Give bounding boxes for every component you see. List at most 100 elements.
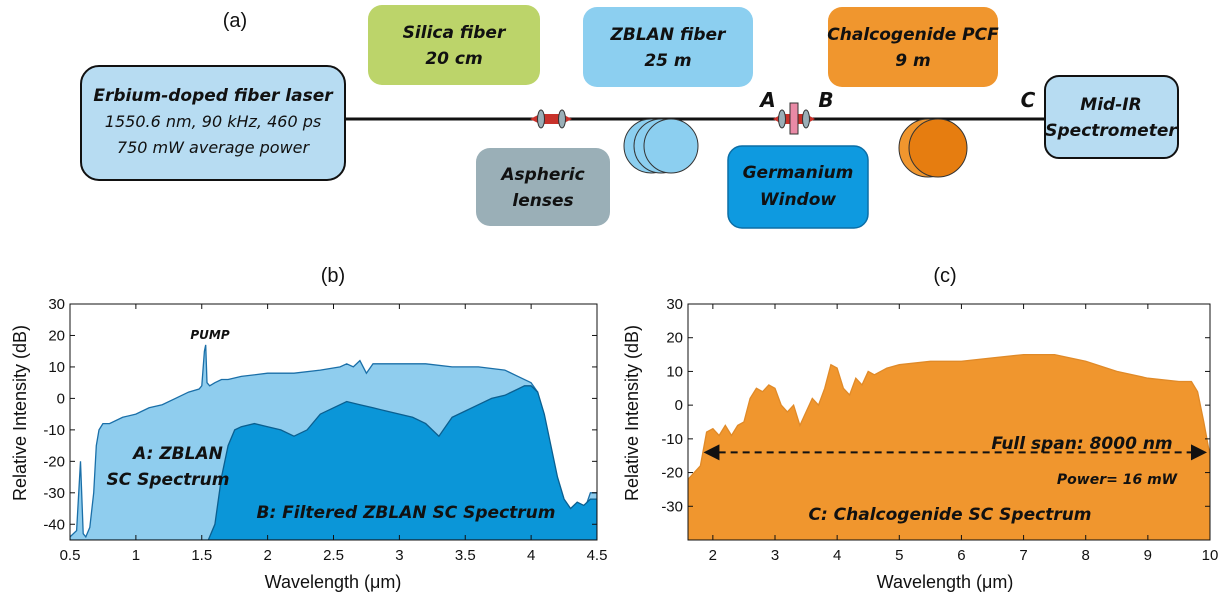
point-b-label: B (818, 88, 833, 112)
pump-annotation: PUMP (190, 328, 229, 342)
zblan-fiber-label: ZBLAN fiber (610, 25, 727, 45)
germanium-window-label-line2: Window (760, 190, 837, 210)
aspheric-lenses-box: Aspheric lenses (476, 148, 610, 226)
chart-b-ytick-label-0: 30 (48, 296, 65, 313)
chart-b-series-labels: A: ZBLAN SC Spectrum B: Filtered ZBLAN S… (107, 328, 556, 523)
zblan-coil-ring-3 (643, 118, 699, 174)
chart-c-xtick-label-0: 2 (709, 547, 717, 564)
silica-fiber-rect (368, 5, 540, 85)
laser-spec-line1: 1550.6 nm, 90 kHz, 460 ps (105, 112, 321, 131)
lens-left-1 (537, 109, 545, 129)
spectrometer-label-line2: Spectrometer (1045, 121, 1178, 141)
aspheric-lenses-rect (476, 148, 610, 226)
point-c-label: C (1021, 88, 1036, 112)
panel-a-label: (a) (223, 10, 247, 32)
germanium-window-label-line1: Germanium (743, 163, 854, 183)
chart-c-axes: 2 3 4 5 6 7 8 9 10 30 20 10 0 -10 -20 -30 (661, 296, 1218, 564)
point-a-label: A (758, 88, 775, 112)
laser-rect (80, 65, 346, 181)
chart-c-frame (687, 303, 1211, 541)
full-span-label: Full span: 8000 nm (991, 434, 1172, 454)
aspheric-lenses-label-line1: Aspheric (499, 165, 584, 185)
chart-c-ytick-label-2: 10 (666, 363, 683, 380)
chart-c-ytick-label-4: -10 (661, 431, 683, 448)
chart-b-ytick-label-2: 10 (48, 359, 65, 376)
spectrometer-rect (1044, 75, 1179, 159)
chart-c-ytick-label-0: 30 (666, 296, 683, 313)
chart-b-series-1-area (207, 385, 597, 540)
germanium-window-box: Germanium Window (727, 145, 869, 229)
series-a-label-line1: A: ZBLAN (131, 444, 223, 464)
silica-fiber-box: Silica fiber 20 cm (368, 5, 540, 85)
chart-b-xtick-label-3: 2 (263, 547, 271, 564)
laser-box: Erbium-doped fiber laser 1550.6 nm, 90 k… (80, 65, 346, 181)
chart-c-xtick-label-3: 5 (895, 547, 903, 564)
chart-b-xtick-label-8: 4.5 (587, 547, 608, 564)
chart-c-ylabel: Relative Intensity (dB) (622, 325, 642, 501)
silica-fiber-length: 20 cm (425, 49, 482, 69)
lens-window-2 (802, 109, 810, 129)
zblan-fiber-length: 25 m (644, 51, 691, 71)
chart-c-ytick-label-5: -20 (661, 465, 683, 482)
chart-b-xlabel: Wavelength (μm) (265, 572, 402, 592)
chalcogenide-spectrum-chart: (c) Full span: 8000 nm Power= 16 mW C: C… (622, 265, 1218, 592)
spectrometer-label-line1: Mid-IR (1080, 95, 1141, 115)
chart-b-xtick-label-7: 4 (527, 547, 535, 564)
chart-b-ytick-label-3: 0 (57, 390, 65, 407)
chart-b-xtick-label-4: 2.5 (323, 547, 344, 564)
chart-b-xtick-label-6: 3.5 (455, 547, 476, 564)
panel-c-label: (c) (933, 265, 956, 287)
setup-diagram: (a) Silica fiber 20 cm ZBLAN fiber 25 m … (80, 5, 1179, 229)
chart-b-xtick-label-0: 0.5 (60, 547, 81, 564)
series-a-label-line2: SC Spectrum (107, 470, 230, 490)
lens-pair-window (773, 102, 815, 135)
chart-b-series (70, 344, 597, 540)
chalcogenide-coil (898, 118, 968, 178)
chalcogenide-pcf-label: Chalcogenide PCF (827, 25, 999, 45)
zblan-fiber-box: ZBLAN fiber 25 m (583, 7, 753, 87)
germanium-window-rect (727, 145, 869, 229)
lens-left-2 (558, 109, 566, 129)
chart-c-ytick-label-6: -30 (661, 498, 683, 515)
lens-pair-left (530, 109, 572, 129)
chart-c-xtick-label-6: 8 (1082, 547, 1090, 564)
chart-c-series-labels: Full span: 8000 nm Power= 16 mW C: Chalc… (808, 434, 1177, 525)
laser-title: Erbium-doped fiber laser (93, 86, 334, 106)
series-c-label: C: Chalcogenide SC Spectrum (808, 505, 1091, 525)
series-b-label: B: Filtered ZBLAN SC Spectrum (256, 503, 555, 523)
lens-window-1 (778, 109, 786, 129)
chalcogenide-pcf-length: 9 m (895, 51, 930, 71)
chart-c-xtick-label-1: 3 (771, 547, 779, 564)
laser-spec-line2: 750 mW average power (117, 138, 311, 157)
chart-c-xlabel: Wavelength (μm) (877, 572, 1014, 592)
zblan-coil (623, 118, 699, 174)
chart-b-axes: 0.5 1 1.5 2 2.5 3 3.5 4 4.5 30 20 10 0 -10 -20 -30 -40 (43, 296, 607, 564)
chart-b-ytick-label-5: -20 (43, 453, 65, 470)
chart-c-xtick-label-8: 10 (1202, 547, 1219, 564)
chart-c-ytick-label-3: 0 (675, 397, 683, 414)
chalcogenide-pcf-rect (828, 7, 998, 87)
germanium-window-plate (789, 102, 799, 135)
aspheric-lenses-label-line2: lenses (512, 191, 573, 211)
chart-b-ylabel: Relative Intensity (dB) (10, 325, 30, 501)
chart-b-ytick-label-4: -10 (43, 422, 65, 439)
chart-b-ytick-label-1: 20 (48, 327, 65, 344)
chart-c-xtick-label-5: 7 (1019, 547, 1027, 564)
panel-b-label: (b) (321, 265, 345, 287)
chart-b-xtick-label-2: 1.5 (191, 547, 212, 564)
zblan-fiber-rect (583, 7, 753, 87)
spectrometer-box: Mid-IR Spectrometer (1044, 75, 1179, 159)
chart-c-xtick-label-2: 4 (833, 547, 841, 564)
chart-b-xtick-label-1: 1 (132, 547, 140, 564)
power-label: Power= 16 mW (1057, 472, 1178, 488)
chart-c-xtick-label-7: 9 (1144, 547, 1152, 564)
chart-b-xtick-label-5: 3 (395, 547, 403, 564)
chalcogenide-pcf-box: Chalcogenide PCF 9 m (827, 7, 999, 87)
chart-c-xtick-label-4: 6 (957, 547, 965, 564)
chart-c-ytick-label-1: 20 (666, 330, 683, 347)
chalcogenide-coil-ring-2 (908, 118, 968, 178)
chart-b-ytick-label-6: -30 (43, 485, 65, 502)
chart-b-ytick-label-7: -40 (43, 516, 65, 533)
silica-fiber-label: Silica fiber (403, 23, 507, 43)
